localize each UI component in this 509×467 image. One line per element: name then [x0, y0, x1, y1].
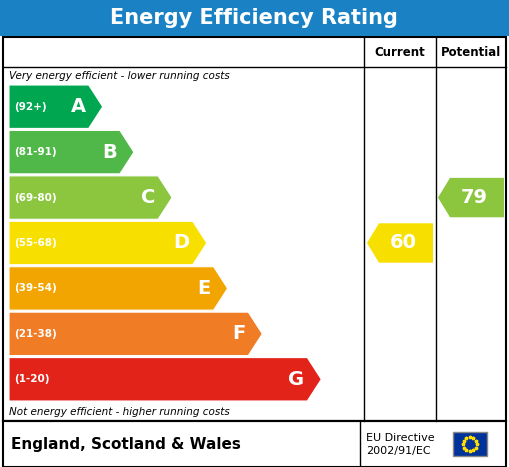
Text: 79: 79	[461, 188, 488, 207]
Polygon shape	[9, 221, 207, 265]
Bar	[0, 0, 509, 36]
Text: C: C	[140, 188, 155, 207]
Text: 2002/91/EC: 2002/91/EC	[366, 446, 431, 456]
Text: (81-91): (81-91)	[14, 147, 56, 157]
Polygon shape	[9, 267, 228, 310]
Polygon shape	[9, 130, 134, 174]
Text: (92+): (92+)	[14, 102, 47, 112]
Text: (55-68): (55-68)	[14, 238, 56, 248]
Text: A: A	[71, 97, 86, 116]
Polygon shape	[9, 176, 172, 219]
Text: B: B	[102, 142, 117, 162]
Text: EU Directive: EU Directive	[366, 433, 435, 443]
Polygon shape	[438, 178, 504, 217]
Text: England, Scotland & Wales: England, Scotland & Wales	[11, 437, 241, 452]
Text: (39-54): (39-54)	[14, 283, 56, 293]
Text: 60: 60	[389, 234, 416, 253]
Text: Very energy efficient - lower running costs: Very energy efficient - lower running co…	[9, 71, 230, 81]
Polygon shape	[9, 85, 103, 128]
Text: D: D	[174, 234, 190, 253]
Text: (69-80): (69-80)	[14, 192, 56, 203]
Bar	[453, 432, 487, 456]
Bar	[3, 37, 506, 421]
Bar	[3, 421, 506, 467]
Text: Potential: Potential	[441, 45, 501, 58]
Text: E: E	[197, 279, 211, 298]
Text: (21-38): (21-38)	[14, 329, 56, 339]
Text: Current: Current	[375, 45, 426, 58]
Text: G: G	[288, 370, 304, 389]
Polygon shape	[9, 358, 321, 401]
Text: Energy Efficiency Rating: Energy Efficiency Rating	[110, 8, 398, 28]
Text: F: F	[232, 325, 245, 343]
Polygon shape	[367, 223, 433, 263]
Text: (1-20): (1-20)	[14, 374, 49, 384]
Polygon shape	[9, 312, 262, 355]
Text: Not energy efficient - higher running costs: Not energy efficient - higher running co…	[9, 407, 230, 417]
